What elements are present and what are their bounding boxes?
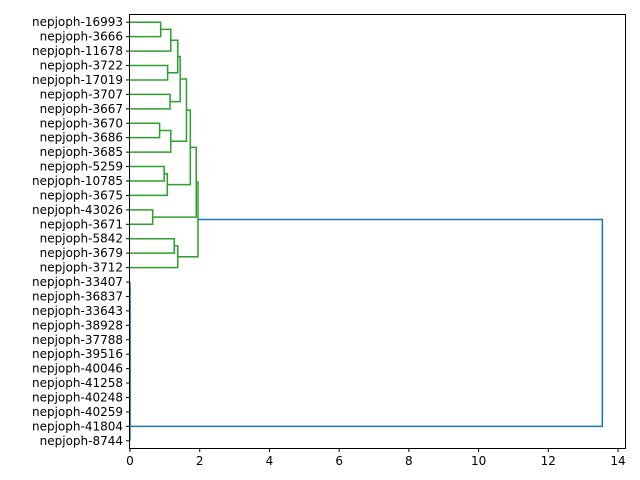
x-tick-label: 14 bbox=[610, 454, 625, 468]
x-tick-label: 10 bbox=[471, 454, 486, 468]
dendrogram-link bbox=[130, 218, 604, 428]
leaf-label: nepjoph-3666 bbox=[40, 30, 123, 44]
x-tick-label: 12 bbox=[541, 454, 556, 468]
leaf-label: nepjoph-8744 bbox=[40, 434, 123, 448]
dendrogram-link bbox=[167, 109, 192, 186]
leaf-label: nepjoph-38928 bbox=[32, 318, 123, 332]
leaf-label: nepjoph-5259 bbox=[40, 160, 123, 174]
leaf-label: nepjoph-3671 bbox=[40, 217, 123, 231]
dendrogram-link bbox=[130, 237, 176, 254]
leaf-label: nepjoph-40046 bbox=[32, 362, 123, 376]
leaf-label: nepjoph-3685 bbox=[40, 145, 123, 159]
leaf-label: nepjoph-36837 bbox=[32, 289, 123, 303]
leaf-label: nepjoph-43026 bbox=[32, 203, 123, 217]
dendrogram-link bbox=[130, 93, 171, 110]
leaf-label: nepjoph-11678 bbox=[32, 44, 123, 58]
dendrogram-link bbox=[167, 39, 179, 74]
dendrogram-link bbox=[130, 129, 172, 153]
leaf-label: nepjoph-3722 bbox=[40, 59, 123, 73]
leaf-label: nepjoph-10785 bbox=[32, 174, 123, 188]
leaf-label: nepjoph-3679 bbox=[40, 246, 123, 260]
leaf-label: nepjoph-17019 bbox=[32, 73, 123, 87]
leaf-label: nepjoph-37788 bbox=[32, 333, 123, 347]
x-tick-label: 8 bbox=[405, 454, 413, 468]
dendrogram-link bbox=[130, 21, 162, 38]
leaf-label: nepjoph-3707 bbox=[40, 87, 123, 101]
leaf-label: nepjoph-16993 bbox=[32, 15, 123, 29]
leaf-label: nepjoph-41258 bbox=[32, 376, 123, 390]
dendrogram-link bbox=[130, 209, 154, 226]
x-tick-label: 2 bbox=[196, 454, 204, 468]
dendrogram-link bbox=[130, 122, 161, 139]
leaf-label: nepjoph-3686 bbox=[40, 131, 123, 145]
leaf-label: nepjoph-3670 bbox=[40, 116, 123, 130]
plot-frame bbox=[129, 14, 626, 449]
dendrogram-link bbox=[170, 55, 181, 103]
x-tick-label: 0 bbox=[126, 454, 134, 468]
dendrogram-link bbox=[130, 28, 172, 52]
leaf-label: nepjoph-3667 bbox=[40, 102, 123, 116]
leaf-label: nepjoph-33407 bbox=[32, 275, 123, 289]
leaf-labels: nepjoph-16993nepjoph-3666nepjoph-11678ne… bbox=[32, 15, 123, 448]
leaf-label: nepjoph-33643 bbox=[32, 304, 123, 318]
leaf-label: nepjoph-40248 bbox=[32, 390, 123, 404]
leaf-label: nepjoph-3712 bbox=[40, 261, 123, 275]
leaf-label: nepjoph-39516 bbox=[32, 347, 123, 361]
leaf-label: nepjoph-41804 bbox=[32, 419, 123, 433]
dendrogram-link bbox=[177, 181, 199, 258]
dendrogram-link bbox=[130, 173, 169, 197]
dendrogram-link bbox=[130, 245, 179, 269]
x-tick-label: 6 bbox=[335, 454, 343, 468]
leaf-label: nepjoph-40259 bbox=[32, 405, 123, 419]
leaf-label: nepjoph-5842 bbox=[40, 232, 123, 246]
dendrogram-link bbox=[152, 146, 197, 218]
leaf-label: nepjoph-3675 bbox=[40, 188, 123, 202]
x-tick-label: 4 bbox=[266, 454, 274, 468]
